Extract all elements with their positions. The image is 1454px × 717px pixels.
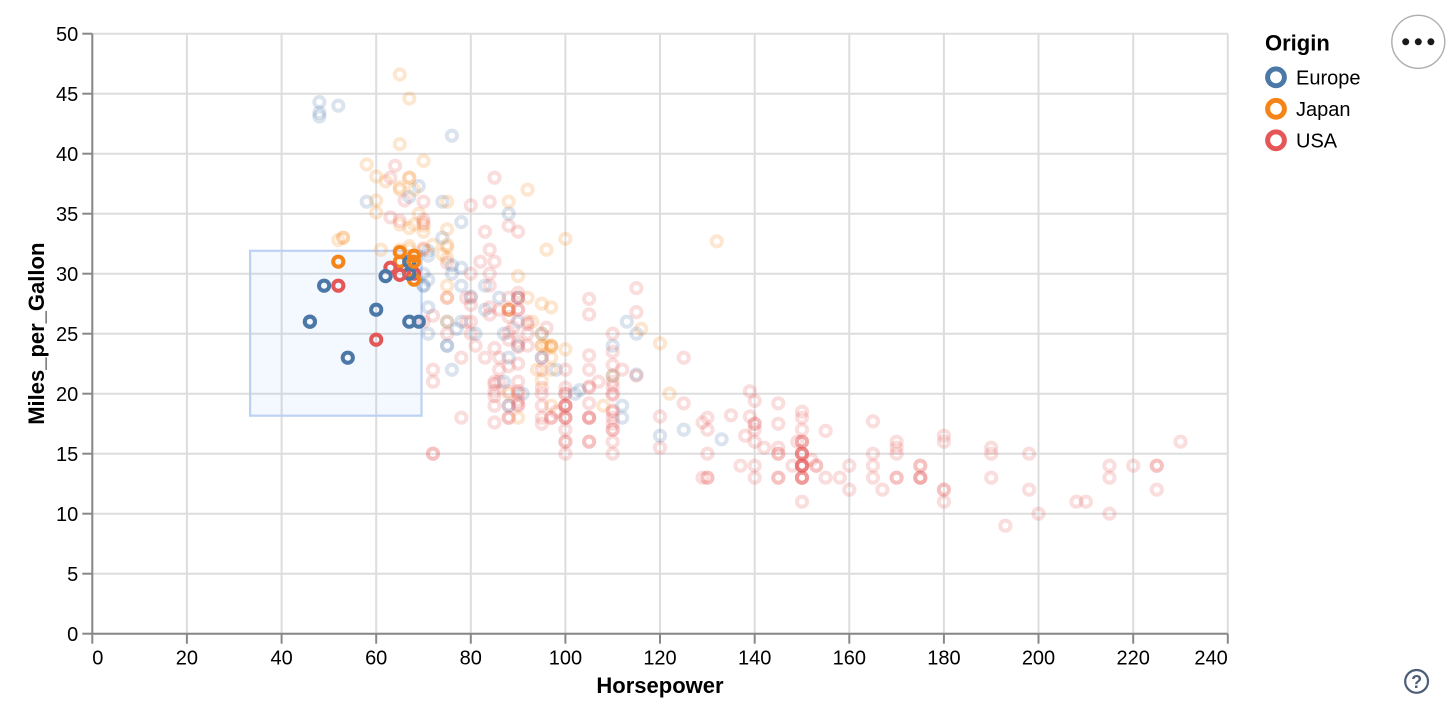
svg-text:50: 50 <box>56 24 78 46</box>
svg-text:5: 5 <box>67 564 78 586</box>
svg-text:0: 0 <box>67 624 78 646</box>
svg-text:20: 20 <box>176 648 198 670</box>
svg-text:240: 240 <box>1194 648 1227 670</box>
svg-text:30: 30 <box>56 264 78 286</box>
svg-text:45: 45 <box>56 84 78 106</box>
svg-text:15: 15 <box>56 444 78 466</box>
svg-text:60: 60 <box>365 648 387 670</box>
svg-text:20: 20 <box>56 384 78 406</box>
svg-text:160: 160 <box>833 648 866 670</box>
svg-text:Horsepower: Horsepower <box>596 673 724 698</box>
svg-text:10: 10 <box>56 504 78 526</box>
svg-text:40: 40 <box>270 648 292 670</box>
svg-text:Origin: Origin <box>1265 31 1330 56</box>
svg-text:Europe: Europe <box>1296 68 1361 90</box>
svg-text:0: 0 <box>92 648 103 670</box>
svg-text:100: 100 <box>549 648 582 670</box>
svg-text:140: 140 <box>738 648 771 670</box>
svg-text:25: 25 <box>56 324 78 346</box>
svg-text:120: 120 <box>643 648 676 670</box>
svg-text:35: 35 <box>56 204 78 226</box>
svg-text:200: 200 <box>1022 648 1055 670</box>
svg-text:Japan: Japan <box>1296 99 1351 121</box>
svg-text:?: ? <box>1411 672 1422 692</box>
svg-text:Miles_per_Gallon: Miles_per_Gallon <box>24 243 49 425</box>
svg-text:40: 40 <box>56 144 78 166</box>
svg-text:USA: USA <box>1296 131 1338 153</box>
svg-text:180: 180 <box>927 648 960 670</box>
svg-text:220: 220 <box>1117 648 1150 670</box>
svg-text:80: 80 <box>460 648 482 670</box>
